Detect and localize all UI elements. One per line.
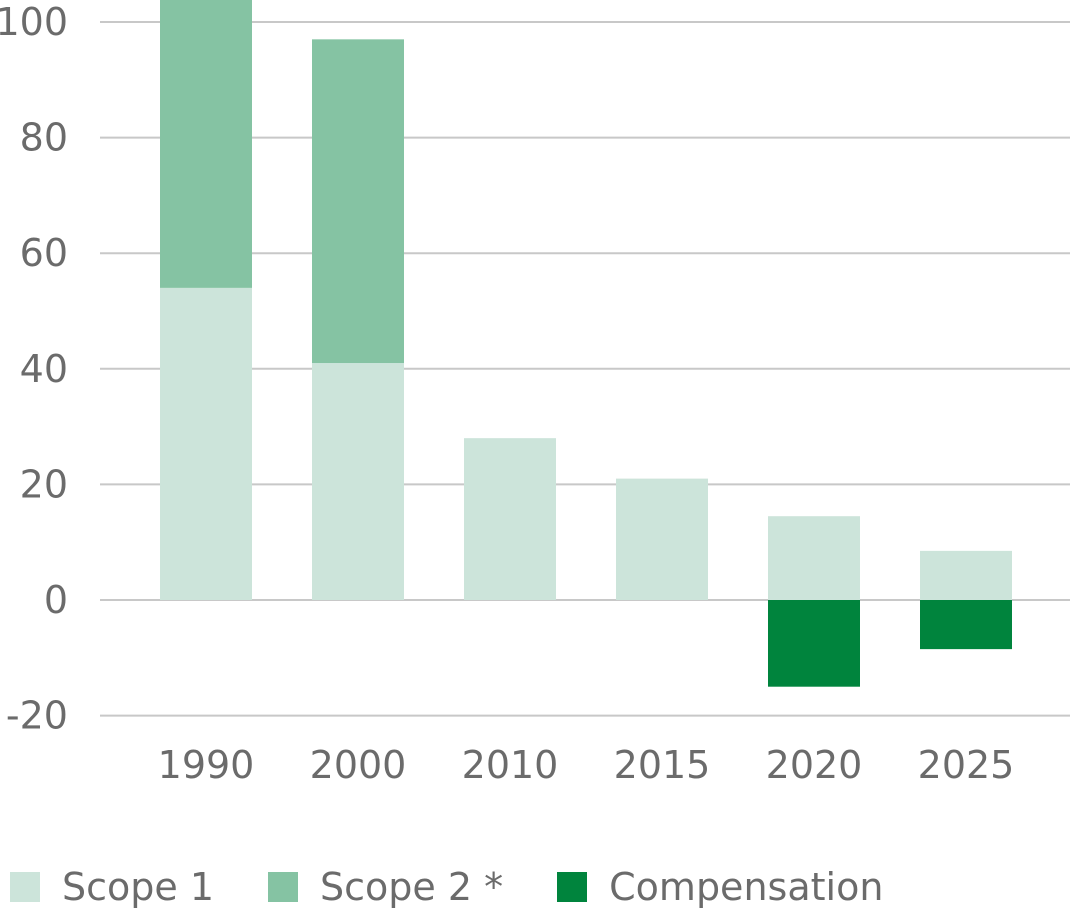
legend-item-scope-1: Scope 1: [10, 865, 214, 909]
legend-swatch-scope-2: [268, 872, 299, 902]
bar-chart: -20 0 20 40 60 80 100 1990 2000 2010 2015 2020 2025: [0, 0, 1070, 787]
legend: Scope 1 Scope 2 * Compensation: [10, 862, 937, 912]
legend-item-scope-2: Scope 2 *: [268, 865, 503, 909]
x-axis-tick-labels: 1990 2000 2010 2015 2020 2025: [158, 743, 1015, 787]
bar-scope-2-2000: [312, 39, 404, 364]
bar-compensation-2025: [920, 600, 1012, 650]
x-tick-label: 2025: [918, 743, 1015, 787]
y-tick-label: 40: [20, 347, 68, 391]
legend-label-scope-1: Scope 1: [62, 865, 215, 909]
bar-scope-1-2020: [768, 516, 860, 600]
x-tick-label: 2000: [310, 743, 407, 787]
legend-label-compensation: Compensation: [609, 865, 884, 909]
y-tick-label: -20: [6, 694, 68, 738]
legend-item-compensation: Compensation: [557, 865, 883, 909]
y-tick-label: 60: [20, 231, 68, 275]
y-tick-label: 0: [44, 578, 68, 622]
y-tick-label: 80: [20, 116, 68, 160]
bar-scope-1-2000: [312, 363, 404, 600]
bar-scope-1-1990: [160, 287, 252, 600]
bar-scope-1-2015: [616, 478, 708, 600]
bar-scope-2-1990: [160, 0, 252, 288]
x-tick-label: 2015: [614, 743, 711, 787]
bar-compensation-2020: [768, 600, 860, 687]
bars: [160, 0, 1012, 687]
y-tick-label: 20: [20, 462, 68, 506]
y-axis-tick-labels: -20 0 20 40 60 80 100: [0, 0, 68, 738]
x-tick-label: 2010: [462, 743, 559, 787]
y-tick-label: 100: [0, 0, 68, 44]
gridlines: [100, 21, 1070, 717]
bar-scope-1-2025: [920, 550, 1012, 600]
x-tick-label: 2020: [766, 743, 863, 787]
legend-swatch-scope-1: [10, 872, 40, 902]
legend-swatch-compensation: [557, 872, 588, 902]
bar-scope-1-2010: [464, 438, 556, 600]
x-tick-label: 1990: [158, 743, 255, 787]
legend-label-scope-2: Scope 2 *: [320, 865, 504, 909]
